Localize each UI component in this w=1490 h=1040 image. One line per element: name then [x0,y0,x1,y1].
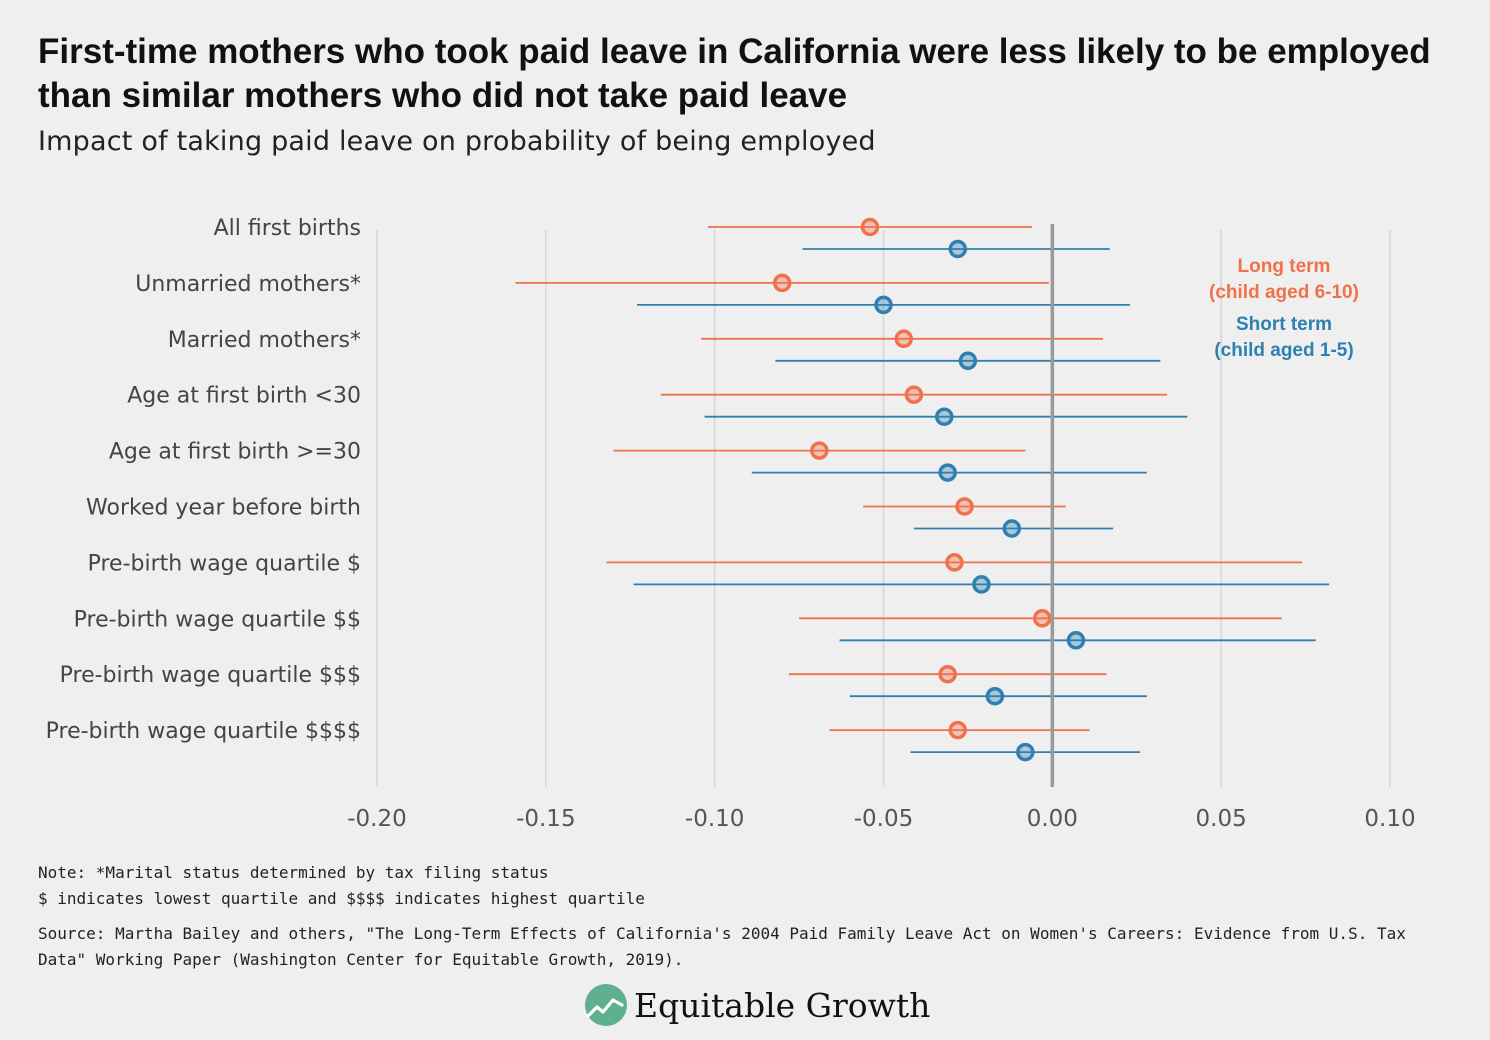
source-note: Source: Martha Bailey and others, "The L… [38,924,1406,969]
short_term-estimate-dot [1002,519,1022,538]
legend: Long term (child aged 6-10) Short term (chi… [1209,256,1359,361]
x-tick-label: -0.15 [516,806,576,832]
long_term-estimate-dot [904,385,924,404]
x-tick-label: -0.10 [685,806,745,832]
chart-subtitle: Impact of taking paid leave on probabili… [38,126,876,157]
category-label: Pre-birth wage quartile $$ [74,607,361,632]
category-label: Unmarried mothers* [135,272,361,297]
long_term-legend-label: (child aged 6-10) [1209,282,1359,303]
long_term-estimate-dot [1032,609,1052,628]
short_term-series [633,239,1330,762]
category-label: Age at first birth <30 [127,384,361,409]
long_term-estimate-dot [938,664,957,684]
category-label: Pre-birth wage quartile $ [88,551,361,576]
grid-lines [376,230,1391,787]
x-tick-label: -0.20 [347,806,407,832]
long_term-legend-label: Long term [1238,256,1331,277]
category-label: Married mothers* [168,328,361,353]
long_term-estimate-dot [955,497,974,516]
category-labels: All first births Unmarried mothers* Marrie… [46,216,361,744]
brand-logo[interactable]: Equitable Growth [584,982,930,1028]
long_term-estimate-dot [894,329,914,349]
short_term-estimate-dot [948,239,968,259]
trend-line-circle-icon [585,984,627,1026]
note-line-2: $ indicates lowest quartile and $$$$ ind… [38,889,645,908]
dot-whisker-chart: All first births Unmarried mothers* Marrie… [46,216,1416,832]
x-tick-label: -0.05 [854,806,914,832]
short_term-estimate-dot [1066,631,1086,650]
x-tick-label: 0.05 [1196,806,1247,832]
short_term-estimate-dot [874,295,893,315]
short_term-estimate-dot [1016,742,1035,762]
short_term-estimate-dot [985,686,1005,706]
long_term-estimate-dot [860,217,880,237]
category-label: Pre-birth wage quartile $$$$ [46,719,361,744]
chart-title: First-time mothers who took paid leave i… [38,32,1431,115]
long_term-estimate-dot [948,720,968,740]
x-tick-label: 0.00 [1027,806,1078,832]
category-label: Pre-birth wage quartile $$$ [60,663,361,688]
short_term-estimate-dot [938,463,957,482]
short_term-legend-label: Short term [1236,314,1332,335]
x-tick-labels: -0.20 -0.15 -0.10 -0.05 0.00 0.05 0.10 [347,806,1415,832]
short_term-estimate-dot [958,351,978,371]
long_term-series [515,217,1303,740]
category-label: Age at first birth >=30 [109,440,361,465]
short_term-estimate-dot [972,575,991,594]
long_term-estimate-dot [772,273,792,293]
notes: Note: *Marital status determined by tax … [38,860,1458,912]
category-label: All first births [214,216,361,241]
short_term-estimate-dot [935,407,954,426]
series-marks [515,217,1330,787]
long_term-estimate-dot [945,553,964,572]
long_term-estimate-dot [810,441,829,460]
short_term-legend-label: (child aged 1-5) [1214,340,1353,361]
note-line-1: Note: *Marital status determined by tax … [38,863,549,882]
x-tick-label: 0.10 [1364,806,1415,832]
category-label: Worked year before birth [86,496,361,521]
brand-name: Equitable Growth [634,985,931,1025]
